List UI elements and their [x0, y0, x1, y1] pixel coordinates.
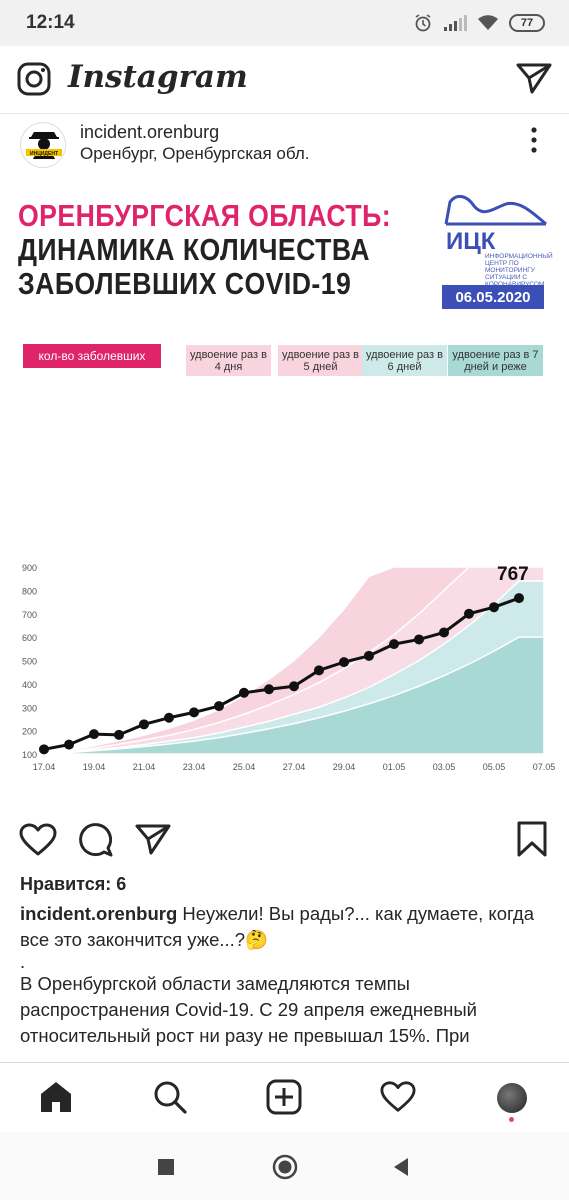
y-tick-label: 100 — [22, 750, 37, 760]
x-tick-label: 19.04 — [83, 762, 106, 772]
y-tick-label: 900 — [22, 563, 37, 573]
recents-button[interactable] — [158, 1159, 174, 1175]
svg-text:ИНЦИДЕНТ: ИНЦИДЕНТ — [30, 151, 58, 157]
cases-point — [89, 729, 99, 740]
share-icon[interactable] — [135, 822, 171, 856]
x-tick-label: 27.04 — [283, 762, 306, 772]
x-tick-label: 05.05 — [483, 762, 506, 772]
wifi-icon — [478, 15, 498, 30]
ick-logo-subtitle: ИНФОРМАЦИОННЫЙ ЦЕНТР ПО МОНИТОРИНГУ СИТУ… — [485, 253, 553, 288]
cases-chart: 100 200 300 400 500 600 700 800 900 767 17.04 19.04… — [22, 563, 556, 772]
post-location[interactable]: Оренбург, Оренбургская обл. — [80, 144, 310, 163]
post-header: ИНЦИДЕНТ incident.orenburg Оренбург, Оре… — [0, 114, 569, 180]
cases-point — [364, 650, 374, 661]
system-nav-bar — [0, 1132, 569, 1200]
bookmark-icon[interactable] — [516, 820, 548, 858]
cases-point — [489, 602, 499, 613]
image-title-line2: ДИНАМИКА КОЛИЧЕСТВА — [18, 232, 370, 267]
cases-point — [114, 729, 124, 740]
y-tick-label: 800 — [22, 586, 37, 596]
x-tick-label: 25.04 — [233, 762, 256, 772]
author-username[interactable]: incident.orenburg — [80, 122, 220, 142]
cases-point — [289, 681, 299, 692]
post-caption: incident.orenburg Неужели! Вы рады?... к… — [20, 901, 550, 1049]
cases-point — [189, 707, 199, 718]
post-image[interactable]: ОРЕНБУРГСКАЯ ОБЛАСТЬ: ДИНАМИКА КОЛИЧЕСТВ… — [0, 180, 569, 802]
legend-double-6: удвоение раз в 6 дней — [362, 345, 447, 376]
cases-point — [514, 593, 524, 604]
home-button[interactable] — [272, 1154, 298, 1180]
cases-point — [264, 684, 274, 695]
app-logo: Instagram — [68, 59, 248, 95]
ick-logo-name: ИЦК — [446, 228, 496, 255]
author-avatar[interactable]: ИНЦИДЕНТ — [20, 122, 66, 168]
activity-heart-icon[interactable] — [380, 1080, 416, 1114]
cases-point — [464, 608, 474, 619]
cases-point — [314, 665, 324, 676]
cases-point — [389, 639, 399, 650]
comment-icon[interactable] — [78, 822, 114, 858]
y-tick-label: 700 — [22, 610, 37, 620]
cases-point — [214, 701, 224, 712]
y-tick-label: 400 — [22, 680, 37, 690]
legend-double-5: удвоение раз в 5 дней — [278, 345, 363, 376]
camera-icon[interactable] — [17, 62, 51, 96]
cases-point — [339, 657, 349, 668]
band-7-days — [43, 636, 545, 755]
caption-username[interactable]: incident.orenburg — [20, 903, 178, 924]
cases-point — [164, 712, 174, 723]
x-tick-label: 03.05 — [433, 762, 456, 772]
status-icons: 77 — [413, 11, 545, 35]
search-icon[interactable] — [152, 1079, 188, 1115]
x-tick-label: 01.05 — [383, 762, 406, 772]
ick-logo-wave-icon — [444, 195, 547, 226]
caption-body: В Оренбургской области замедляются темпы… — [20, 973, 478, 1046]
image-title-line3: ЗАБОЛЕВШИХ COVID-19 — [18, 266, 352, 301]
alarm-icon — [415, 14, 431, 32]
x-tick-label: 21.04 — [133, 762, 156, 772]
image-title-line1: ОРЕНБУРГСКАЯ ОБЛАСТЬ: — [18, 198, 392, 233]
image-date: 06.05.2020 — [442, 285, 544, 309]
battery-icon: 77 — [509, 14, 545, 32]
profile-avatar[interactable] — [497, 1083, 527, 1113]
status-bar: 12:14 77 — [0, 0, 569, 46]
legend-double-7: удвоение раз в 7 дней и реже — [448, 345, 543, 376]
more-options-icon[interactable] — [528, 126, 540, 156]
bottom-nav — [0, 1062, 569, 1132]
likes-count[interactable]: Нравится: 6 — [20, 874, 127, 894]
last-value-label: 767 — [497, 564, 529, 585]
caption-separator: . — [20, 951, 26, 972]
cases-point — [139, 719, 149, 730]
cases-point — [39, 744, 49, 755]
caption-text: Неужели! Вы рады?... как думаете, когда … — [20, 903, 535, 950]
home-icon[interactable] — [38, 1079, 74, 1115]
status-time: 12:14 — [26, 12, 75, 33]
x-tick-label: 23.04 — [183, 762, 206, 772]
post-actions — [0, 805, 569, 865]
y-tick-label: 300 — [22, 703, 37, 713]
signal-icon — [444, 15, 467, 31]
back-button[interactable] — [392, 1157, 410, 1177]
legend-double-4: удвоение раз в 4 дня — [186, 345, 271, 376]
y-tick-label: 500 — [22, 657, 37, 667]
legend-cases: кол-во заболевших — [23, 344, 161, 368]
y-tick-label: 600 — [22, 633, 37, 643]
cases-point — [439, 627, 449, 638]
new-post-icon[interactable] — [266, 1079, 302, 1115]
direct-message-icon[interactable] — [516, 61, 552, 95]
like-heart-icon[interactable] — [19, 823, 57, 857]
battery-level: 77 — [520, 17, 534, 29]
x-tick-label: 07.05 — [533, 762, 556, 772]
cases-point — [414, 634, 424, 645]
avatar-detective-logo: ИНЦИДЕНТ — [22, 124, 65, 167]
cases-point — [239, 687, 249, 698]
x-tick-label: 29.04 — [333, 762, 356, 772]
cases-point — [64, 739, 74, 750]
x-tick-label: 17.04 — [33, 762, 56, 772]
y-tick-label: 200 — [22, 727, 37, 737]
profile-notification-dot — [509, 1117, 514, 1122]
app-header: Instagram — [0, 46, 569, 114]
